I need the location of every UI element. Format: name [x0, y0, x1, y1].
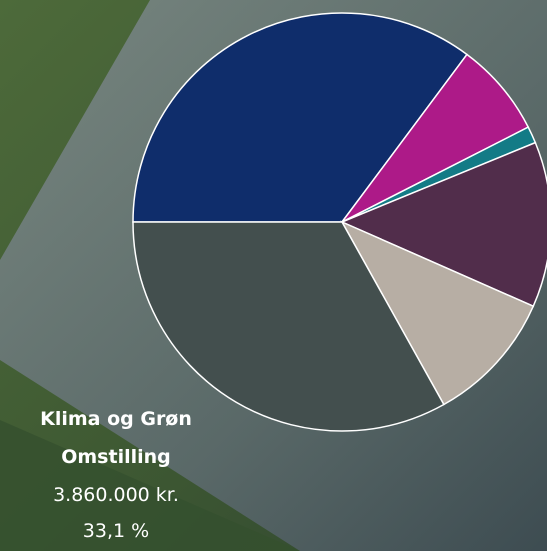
- slice-name-line: Omstilling: [61, 446, 171, 468]
- slice-name-line: Klima og Grøn: [40, 408, 192, 430]
- chart: Klima og Grøn Omstilling 3.860.000 kr. 33,1…: [0, 0, 547, 551]
- slice-percent: 33,1 %: [83, 520, 149, 542]
- pie: [133, 13, 547, 431]
- slide: Klima og Grøn Omstilling 3.860.000 kr. 33,1…: [0, 0, 547, 551]
- slice-amount: 3.860.000 kr.: [53, 484, 179, 506]
